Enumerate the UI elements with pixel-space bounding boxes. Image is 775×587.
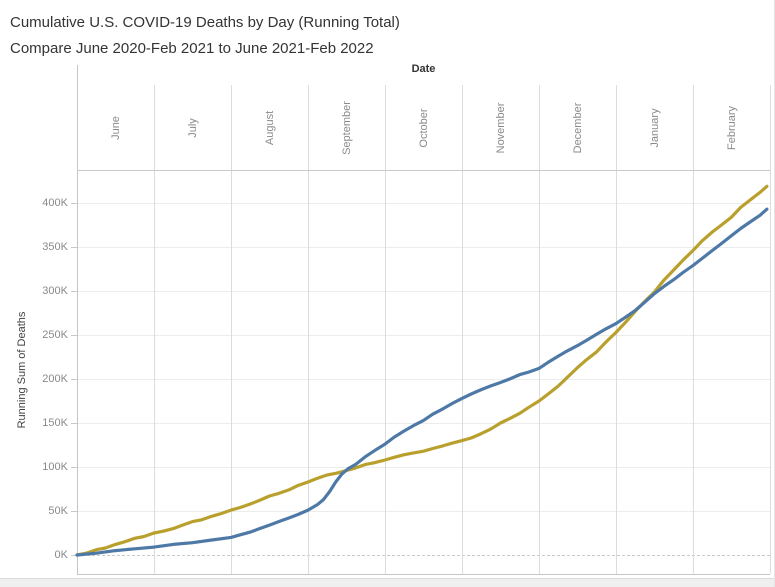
y-tick-label: 200K — [42, 373, 68, 385]
y-tick-label: 350K — [42, 241, 68, 253]
series-line-june-2020-feb-2021[interactable] — [75, 184, 769, 557]
y-tick-label: 250K — [42, 329, 68, 341]
horizontal-gridline — [77, 291, 770, 292]
plot-border-left — [77, 65, 78, 574]
horizontal-gridline — [77, 379, 770, 380]
y-tick-mark — [71, 291, 77, 292]
y-tick-mark — [71, 335, 77, 336]
y-tick-mark — [71, 379, 77, 380]
plot-border-top — [77, 170, 770, 171]
y-tick-label: 0K — [54, 549, 68, 561]
chart-title-block: Cumulative U.S. COVID-19 Deaths by Day (… — [10, 10, 400, 62]
vertical-gridline — [231, 85, 232, 574]
vertical-gridline — [308, 85, 309, 574]
y-tick-mark — [71, 555, 77, 556]
series-line-june-2021-feb-2022[interactable] — [75, 207, 769, 557]
vertical-gridline — [539, 85, 540, 574]
y-tick-label: 100K — [42, 461, 68, 473]
horizontal-gridline — [77, 335, 770, 336]
horizontal-gridline — [77, 423, 770, 424]
y-tick-mark — [71, 423, 77, 424]
y-tick-label: 300K — [42, 285, 68, 297]
zero-gridline — [77, 555, 770, 556]
vertical-gridline — [693, 85, 694, 574]
vertical-gridline — [616, 85, 617, 574]
horizontal-gridline — [77, 203, 770, 204]
chart-title: Cumulative U.S. COVID-19 Deaths by Day (… — [10, 14, 400, 31]
y-tick-label: 50K — [48, 505, 68, 517]
y-tick-label: 150K — [42, 417, 68, 429]
chart-subtitle: Compare June 2020-Feb 2021 to June 2021-… — [10, 40, 374, 57]
y-tick-mark — [71, 203, 77, 204]
x-axis-title: Date — [411, 63, 436, 75]
y-tick-mark — [71, 467, 77, 468]
vertical-gridline — [462, 85, 463, 574]
footer-strip — [0, 578, 774, 587]
horizontal-gridline — [77, 247, 770, 248]
vertical-gridline — [154, 85, 155, 574]
plot-border-right — [770, 85, 771, 574]
horizontal-gridline — [77, 467, 770, 468]
y-tick-label: 400K — [42, 197, 68, 209]
horizontal-gridline — [77, 511, 770, 512]
plot-border-bottom — [77, 574, 770, 575]
y-tick-mark — [71, 247, 77, 248]
y-tick-mark — [71, 511, 77, 512]
vertical-gridline — [385, 85, 386, 574]
